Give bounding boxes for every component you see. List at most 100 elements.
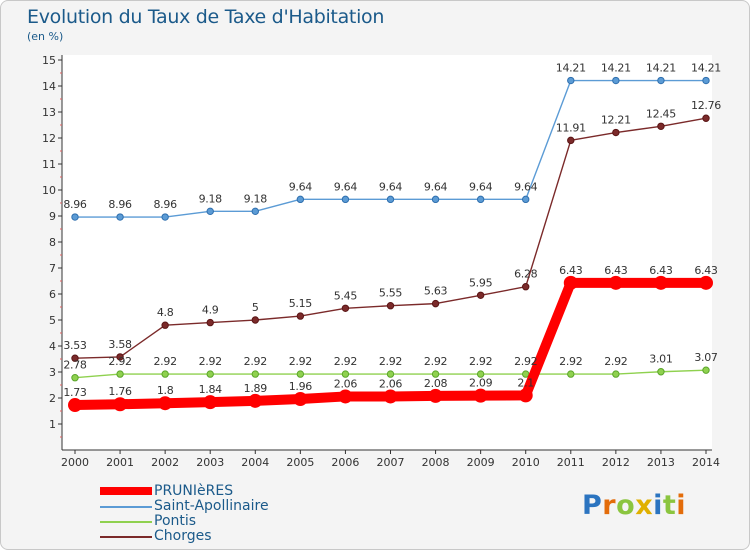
data-point-pontis bbox=[612, 370, 620, 378]
y-tick-label: 2 bbox=[49, 392, 56, 405]
data-point-saint-apollinaire bbox=[206, 207, 214, 216]
data-label-chorges: 3.58 bbox=[108, 338, 132, 351]
data-point-pruni-res bbox=[248, 393, 263, 408]
data-point-saint-apollinaire bbox=[161, 213, 169, 221]
data-point-pruni-res bbox=[293, 392, 308, 407]
data-point-pruni-res bbox=[113, 397, 128, 412]
data-point-saint-apollinaire bbox=[116, 213, 124, 221]
data-point-saint-apollinaire bbox=[296, 195, 305, 204]
chart-title: Evolution du Taux de Taxe d'Habitation bbox=[27, 6, 385, 28]
data-point-saint-apollinaire bbox=[567, 76, 575, 85]
y-tick-label: 4 bbox=[49, 340, 56, 353]
y-tick-label: 14 bbox=[42, 80, 56, 93]
data-point-pontis bbox=[71, 374, 79, 382]
data-label-chorges: 4.8 bbox=[157, 306, 174, 319]
data-point-pruni-res bbox=[473, 388, 488, 403]
data-point-chorges bbox=[341, 304, 350, 312]
data-point-chorges bbox=[161, 321, 169, 329]
data-point-chorges bbox=[296, 312, 305, 320]
data-point-pruni-res bbox=[608, 275, 623, 290]
data-label-pruni-res: 6.43 bbox=[649, 264, 673, 277]
data-label-saint-apollinaire: 9.64 bbox=[514, 180, 538, 193]
data-label-chorges: 3.53 bbox=[63, 339, 87, 352]
x-tick-label: 2006 bbox=[331, 456, 359, 469]
legend-label-saint-apollinaire: Saint-Apollinaire bbox=[154, 498, 269, 514]
data-point-pruni-res bbox=[158, 396, 173, 411]
x-tick-label: 2000 bbox=[61, 456, 89, 469]
data-point-pruni-res bbox=[203, 395, 218, 410]
data-label-pontis: 2.92 bbox=[604, 355, 627, 368]
data-label-pontis: 2.92 bbox=[469, 355, 492, 368]
data-point-chorges bbox=[702, 114, 710, 122]
logo-letter: o bbox=[616, 490, 636, 521]
data-point-pruni-res bbox=[383, 389, 398, 404]
data-label-pontis: 3.07 bbox=[694, 351, 718, 364]
data-label-pontis: 2.92 bbox=[153, 355, 176, 368]
y-tick-label: 1 bbox=[49, 418, 56, 431]
data-label-chorges: 5.55 bbox=[379, 287, 403, 300]
data-point-saint-apollinaire bbox=[71, 213, 79, 221]
data-label-pontis: 2.92 bbox=[424, 355, 447, 368]
data-point-chorges bbox=[476, 291, 485, 299]
data-point-saint-apollinaire bbox=[657, 76, 665, 85]
data-label-saint-apollinaire: 14.21 bbox=[601, 62, 631, 75]
legend-label-prunieres: PRUNIèRES bbox=[154, 483, 234, 499]
y-tick-label: 6 bbox=[49, 288, 56, 301]
legend-label-chorges: Chorges bbox=[154, 528, 212, 544]
x-tick-label: 2007 bbox=[377, 456, 405, 469]
data-point-chorges bbox=[431, 299, 440, 308]
x-tick-label: 2011 bbox=[557, 456, 585, 469]
data-point-pruni-res bbox=[699, 275, 713, 290]
data-label-chorges: 6.28 bbox=[514, 268, 538, 281]
data-point-pruni-res bbox=[518, 388, 533, 403]
data-label-pruni-res: 1.96 bbox=[289, 380, 313, 393]
data-label-chorges: 12.76 bbox=[691, 99, 721, 112]
data-label-saint-apollinaire: 14.21 bbox=[691, 62, 721, 75]
data-label-pruni-res: 6.43 bbox=[604, 264, 628, 277]
x-tick-label: 2008 bbox=[422, 456, 450, 469]
data-label-chorges: 4.9 bbox=[202, 304, 219, 317]
logo-letter: i bbox=[653, 490, 663, 521]
data-point-chorges bbox=[567, 136, 575, 145]
data-label-chorges: 5.15 bbox=[289, 297, 313, 310]
data-label-saint-apollinaire: 9.18 bbox=[244, 192, 268, 205]
logo-letter: t bbox=[662, 490, 677, 521]
data-label-pruni-res: 2.09 bbox=[469, 377, 493, 390]
data-point-saint-apollinaire bbox=[702, 76, 710, 85]
data-label-pontis: 2.92 bbox=[334, 355, 357, 368]
y-tick-label: 7 bbox=[49, 262, 56, 275]
data-label-pruni-res: 2.06 bbox=[334, 377, 358, 390]
x-tick-label: 2012 bbox=[602, 456, 630, 469]
y-tick-label: 3 bbox=[49, 366, 56, 379]
data-label-saint-apollinaire: 9.18 bbox=[199, 192, 223, 205]
data-label-pruni-res: 1.84 bbox=[199, 383, 223, 396]
data-label-pontis: 3.01 bbox=[649, 353, 672, 366]
data-label-chorges: 5.45 bbox=[334, 289, 358, 302]
y-tick-label: 13 bbox=[42, 106, 56, 119]
data-label-pruni-res: 6.43 bbox=[694, 264, 718, 277]
unit-label: (en %) bbox=[27, 30, 64, 43]
legend-swatch-saint-apollinaire bbox=[100, 506, 152, 508]
data-label-pontis: 2.92 bbox=[559, 355, 582, 368]
data-point-pontis bbox=[567, 370, 575, 378]
data-point-chorges bbox=[116, 353, 124, 361]
data-point-pontis bbox=[161, 370, 169, 378]
data-point-chorges bbox=[386, 302, 395, 310]
x-tick-label: 2003 bbox=[196, 456, 224, 469]
data-point-saint-apollinaire bbox=[476, 195, 485, 204]
data-point-pontis bbox=[657, 368, 665, 376]
data-label-pontis: 2.92 bbox=[379, 355, 402, 368]
data-label-saint-apollinaire: 9.64 bbox=[379, 180, 403, 193]
data-label-chorges: 12.21 bbox=[601, 114, 631, 127]
legend-label-pontis: Pontis bbox=[154, 513, 197, 529]
data-point-pontis bbox=[206, 370, 214, 378]
data-label-pontis: 2.92 bbox=[199, 355, 222, 368]
data-label-chorges: 12.45 bbox=[646, 107, 676, 120]
legend-swatch-pontis bbox=[100, 521, 152, 523]
x-tick-label: 2009 bbox=[467, 456, 495, 469]
x-tick-label: 2014 bbox=[692, 456, 720, 469]
x-tick-label: 2005 bbox=[286, 456, 314, 469]
data-label-chorges: 11.91 bbox=[556, 121, 586, 134]
data-label-saint-apollinaire: 9.64 bbox=[289, 180, 313, 193]
